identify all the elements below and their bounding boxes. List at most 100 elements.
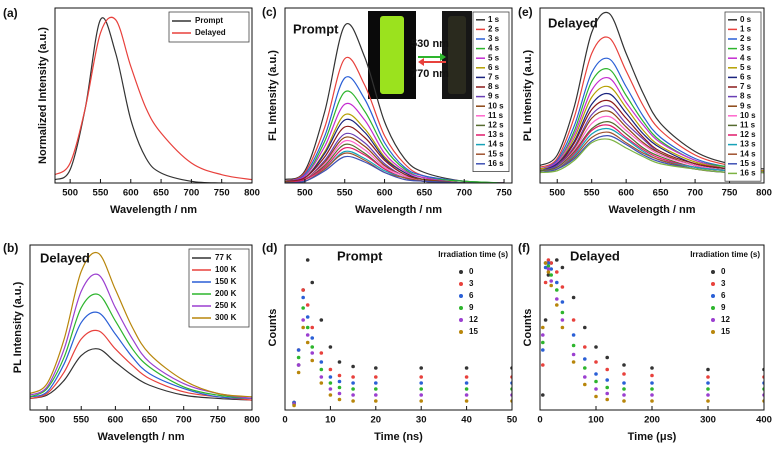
panel-annotation: Delayed <box>548 15 598 30</box>
decay-point <box>605 397 609 402</box>
decay-point <box>546 267 551 271</box>
decay-point <box>319 375 324 379</box>
decay-point <box>560 310 565 315</box>
decay-point <box>319 351 324 355</box>
decay-point <box>583 375 587 379</box>
decay-point <box>622 387 626 391</box>
decay-point <box>555 280 559 285</box>
legend-label: 3 <box>469 279 474 288</box>
spectrum-line <box>540 36 764 172</box>
legend-label: 14 s <box>488 140 504 149</box>
inset-photo <box>368 11 472 99</box>
panel-annotation: Delayed <box>40 250 90 265</box>
decay-point <box>296 355 301 360</box>
spectrum-line <box>540 115 764 174</box>
decay-point <box>419 366 424 370</box>
decay-point <box>337 391 342 396</box>
x-tick-label: 750 <box>496 188 512 199</box>
decay-point <box>464 375 469 379</box>
decay-point <box>549 261 553 265</box>
x-tick-label: 750 <box>722 188 738 199</box>
x-axis-label: Time (μs) <box>628 431 677 443</box>
legend-label: 8 s <box>740 92 752 101</box>
decay-point <box>464 381 469 385</box>
x-axis-label: Wavelength / nm <box>98 431 185 443</box>
decay-point <box>594 379 598 384</box>
decay-point <box>419 375 424 379</box>
decay-point <box>541 348 545 352</box>
decay-point <box>296 370 301 375</box>
decay-point <box>374 387 378 391</box>
decay-point <box>337 360 342 364</box>
decay-point <box>706 381 710 385</box>
x-tick-label: 600 <box>618 188 634 199</box>
legend-marker <box>711 294 715 298</box>
decay-point <box>571 360 576 364</box>
decay-point <box>594 372 598 376</box>
x-tick-label: 550 <box>73 415 89 426</box>
decay-point <box>560 318 565 322</box>
decay-point <box>571 343 576 348</box>
spectrum-line <box>540 11 764 170</box>
plot-area <box>292 258 512 408</box>
legend-label: 10 s <box>740 111 756 120</box>
y-axis-label: Counts <box>522 309 534 347</box>
decay-point <box>571 333 576 337</box>
decay-point <box>706 367 710 372</box>
decay-point <box>541 363 545 367</box>
decay-point <box>543 261 548 265</box>
panel-label: (a) <box>3 6 18 20</box>
decay-point <box>650 393 654 397</box>
plot-area <box>541 258 764 403</box>
legend-marker <box>459 330 463 334</box>
x-tick-label: 550 <box>337 188 353 199</box>
vial-glow <box>380 16 404 94</box>
decay-point <box>650 381 654 385</box>
decay-point <box>706 387 710 391</box>
decay-point <box>310 358 315 363</box>
legend-label: 200 K <box>215 289 237 298</box>
decay-point <box>605 367 609 372</box>
plot-frame <box>539 7 765 184</box>
legend-label: 13 s <box>740 140 756 149</box>
x-tick-label: 800 <box>244 188 260 199</box>
decay-point <box>555 297 559 301</box>
decay-point <box>583 357 587 361</box>
decay-point <box>328 393 333 397</box>
x-tick-label: 0 <box>537 415 542 426</box>
legend-label: 1 s <box>740 25 752 34</box>
x-tick-label: 100 <box>588 415 604 426</box>
decay-point <box>650 399 654 403</box>
panel-annotation: Prompt <box>337 248 383 263</box>
x-tick-label: 200 <box>644 415 660 426</box>
decay-point <box>374 393 378 397</box>
legend-label: 11 s <box>488 111 504 120</box>
decay-point <box>650 387 654 391</box>
decay-point <box>555 270 559 274</box>
x-tick-label: 750 <box>214 188 230 199</box>
decay-point <box>296 348 301 352</box>
x-tick-label: 500 <box>549 188 565 199</box>
legend-title: Irradiation time (s) <box>438 250 508 259</box>
decay-point <box>351 375 355 379</box>
spectrum-line <box>540 57 764 172</box>
x-axis-label: Time (ns) <box>374 431 423 443</box>
legend-box <box>168 11 250 43</box>
decay-point <box>549 267 553 271</box>
legend-label: 15 s <box>740 159 756 168</box>
decay-point <box>622 399 626 403</box>
decay-point <box>543 280 548 285</box>
legend-label: 15 <box>469 327 478 336</box>
decay-point <box>305 315 310 319</box>
legend-label: 12 <box>469 315 478 324</box>
decay-point <box>301 295 305 300</box>
decay-point <box>546 258 551 262</box>
decay-point <box>622 363 626 367</box>
legend-label: 4 s <box>740 53 752 62</box>
panel-label: (b) <box>3 241 18 255</box>
legend-label: 15 s <box>488 149 504 158</box>
y-axis-label: PL Intensity (a.u.) <box>12 281 24 373</box>
decay-point <box>319 367 324 372</box>
spectrum-line <box>285 22 505 183</box>
decay-point <box>650 373 654 378</box>
